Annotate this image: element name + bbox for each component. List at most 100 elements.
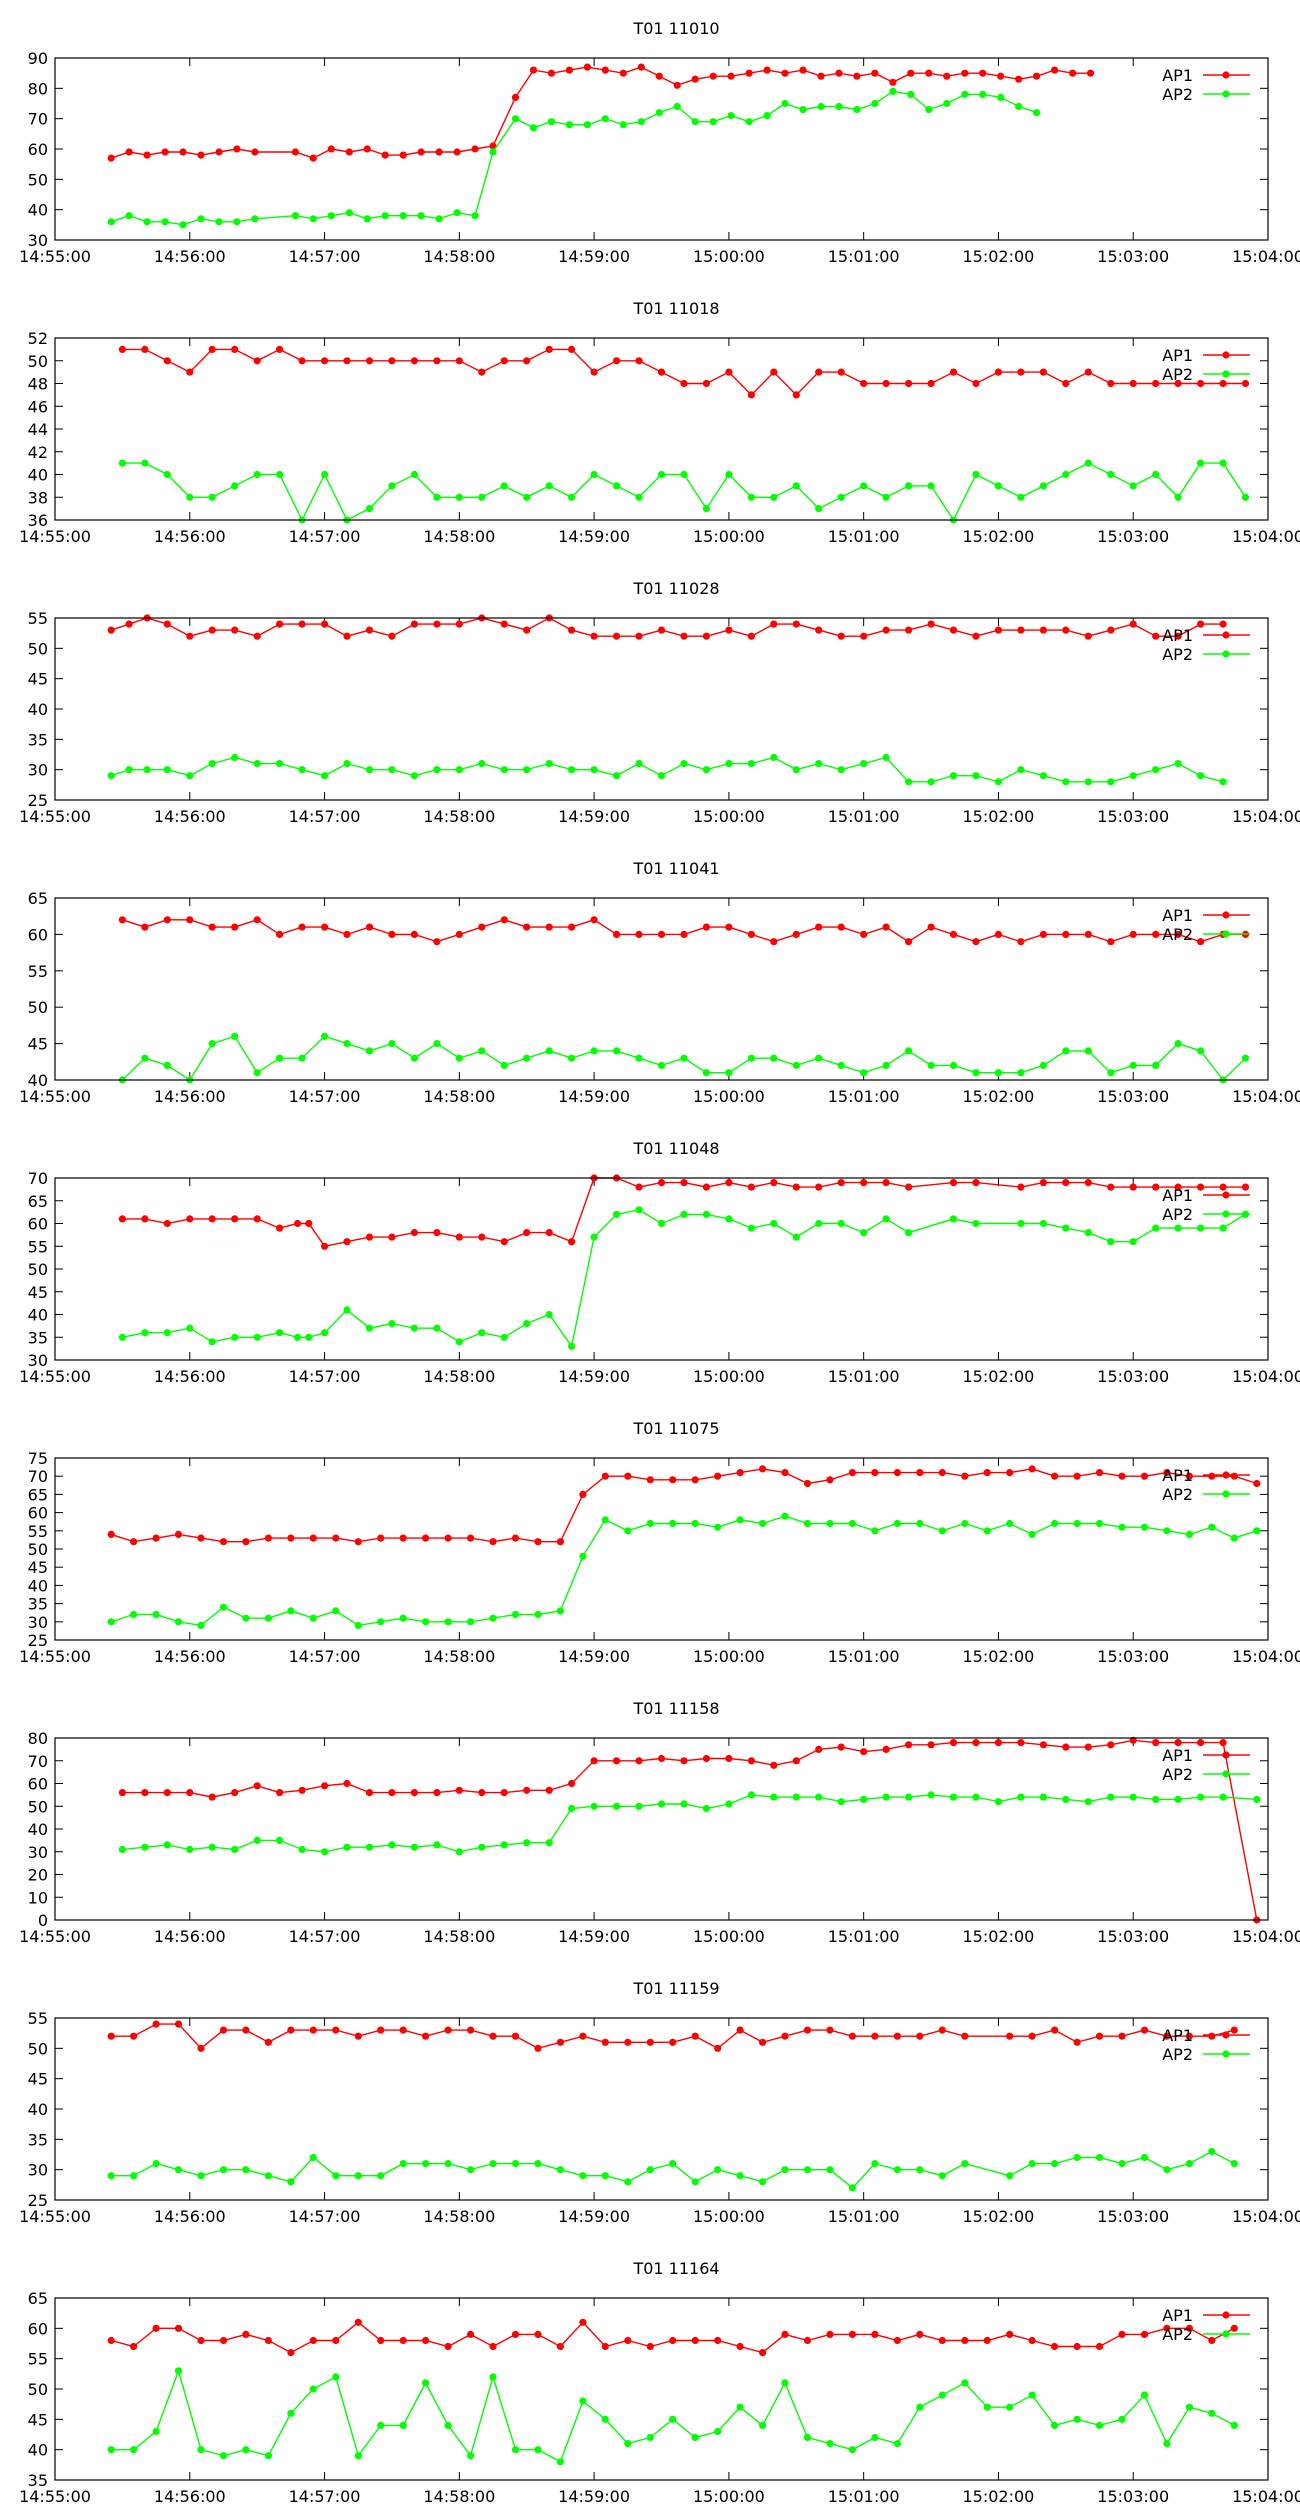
data-point-ap1 bbox=[1152, 1739, 1160, 1747]
data-point-ap2 bbox=[792, 766, 800, 774]
data-point-ap2 bbox=[1197, 772, 1205, 780]
y-tick-label: 36 bbox=[28, 511, 48, 530]
data-point-ap1 bbox=[961, 1472, 969, 1480]
x-tick-label: 15:03:00 bbox=[1097, 2207, 1169, 2226]
data-point-ap1 bbox=[1129, 620, 1137, 628]
data-point-ap2 bbox=[709, 118, 717, 126]
data-point-ap1 bbox=[435, 148, 443, 156]
data-point-ap1 bbox=[298, 1786, 306, 1794]
legend-label-ap1: AP1 bbox=[1162, 1466, 1193, 1485]
data-point-ap2 bbox=[219, 2166, 228, 2174]
data-point-ap2 bbox=[534, 1610, 542, 1619]
x-tick-label: 14:55:00 bbox=[19, 527, 91, 546]
y-tick-label: 60 bbox=[28, 925, 48, 944]
data-point-ap1 bbox=[1219, 379, 1227, 388]
data-point-ap2 bbox=[655, 109, 663, 117]
data-point-ap2 bbox=[1152, 470, 1160, 479]
y-tick-label: 65 bbox=[28, 1192, 48, 1211]
data-point-ap1 bbox=[130, 2032, 138, 2040]
data-point-ap1 bbox=[635, 357, 643, 365]
data-point-ap1 bbox=[747, 391, 756, 399]
data-point-ap1 bbox=[363, 145, 371, 153]
series-line-ap2 bbox=[110, 1515, 1258, 1627]
data-point-ap2 bbox=[107, 772, 115, 780]
data-point-ap2 bbox=[1174, 1795, 1182, 1803]
x-tick-label: 15:04:00 bbox=[1232, 1927, 1300, 1946]
x-tick-label: 14:57:00 bbox=[289, 527, 361, 546]
data-point-ap2 bbox=[781, 1512, 789, 1520]
data-point-ap2 bbox=[860, 1229, 868, 1237]
x-tick-label: 15:03:00 bbox=[1097, 1087, 1169, 1106]
legend-label-ap2: AP2 bbox=[1162, 2325, 1193, 2344]
data-point-ap1 bbox=[1017, 938, 1025, 946]
data-point-ap1 bbox=[624, 2336, 632, 2345]
data-point-ap1 bbox=[118, 1215, 126, 1223]
data-point-ap2 bbox=[871, 1527, 879, 1535]
data-point-ap1 bbox=[163, 1789, 171, 1797]
y-tick-label: 10 bbox=[28, 1888, 48, 1907]
data-point-ap2 bbox=[792, 482, 800, 490]
chart-panel-6: T01 11158 0 10 20 30 40 50 60 70 80 14:55:00 14:56:… bbox=[19, 1699, 1300, 1946]
data-point-ap2 bbox=[815, 1054, 823, 1062]
data-point-ap2 bbox=[152, 2427, 160, 2436]
data-point-ap2 bbox=[388, 1841, 396, 1849]
data-point-ap2 bbox=[1084, 459, 1092, 467]
data-point-ap1 bbox=[994, 368, 1003, 376]
x-tick-label: 15:00:00 bbox=[693, 527, 765, 546]
data-point-ap1 bbox=[455, 930, 463, 938]
data-point-ap2 bbox=[343, 1843, 351, 1851]
data-point-ap1 bbox=[343, 930, 351, 938]
y-tick-label: 0 bbox=[38, 1911, 48, 1930]
data-point-ap1 bbox=[613, 930, 621, 938]
x-tick-label: 15:02:00 bbox=[963, 1367, 1035, 1386]
data-point-ap1 bbox=[287, 1534, 295, 1542]
data-point-ap2 bbox=[747, 1054, 756, 1062]
x-tick-label: 14:58:00 bbox=[423, 807, 495, 826]
data-point-ap2 bbox=[467, 2452, 475, 2460]
data-point-ap1 bbox=[759, 2038, 767, 2046]
y-tick-label: 75 bbox=[28, 1449, 48, 1468]
data-point-ap2 bbox=[523, 766, 531, 774]
data-point-ap1 bbox=[1185, 1472, 1193, 1480]
data-point-ap2 bbox=[702, 505, 711, 513]
data-point-ap1 bbox=[781, 2032, 789, 2040]
data-point-ap1 bbox=[763, 66, 771, 74]
data-point-ap2 bbox=[500, 1061, 508, 1069]
data-point-ap2 bbox=[444, 2160, 452, 2168]
data-point-ap2 bbox=[523, 493, 531, 501]
data-point-ap1 bbox=[1033, 72, 1041, 80]
data-point-ap2 bbox=[747, 493, 756, 501]
x-tick-label: 14:57:00 bbox=[289, 1367, 361, 1386]
data-point-ap1 bbox=[489, 2032, 497, 2040]
data-point-ap2 bbox=[590, 1047, 598, 1055]
data-point-ap1 bbox=[276, 930, 284, 938]
data-point-ap2 bbox=[613, 1210, 621, 1218]
data-point-ap1 bbox=[871, 2032, 879, 2040]
data-point-ap1 bbox=[837, 1743, 845, 1751]
data-point-ap2 bbox=[916, 1519, 924, 1528]
data-point-ap1 bbox=[1039, 930, 1047, 938]
x-tick-label: 15:03:00 bbox=[1097, 807, 1169, 826]
data-point-ap2 bbox=[242, 2166, 250, 2174]
data-point-ap2 bbox=[163, 1329, 171, 1337]
legend-marker-ap2 bbox=[1222, 1490, 1230, 1498]
y-tick-label: 55 bbox=[28, 609, 48, 628]
data-point-ap1 bbox=[467, 1534, 475, 1542]
data-point-ap1 bbox=[673, 81, 681, 89]
data-point-ap2 bbox=[118, 459, 126, 467]
data-point-ap1 bbox=[770, 368, 778, 376]
data-point-ap2 bbox=[1017, 1219, 1025, 1228]
data-point-ap1 bbox=[253, 632, 261, 640]
y-tick-label: 55 bbox=[28, 1522, 48, 1541]
data-point-ap1 bbox=[905, 1183, 913, 1191]
x-tick-label: 15:01:00 bbox=[828, 527, 900, 546]
data-point-ap2 bbox=[422, 1618, 430, 1626]
data-point-ap1 bbox=[354, 2032, 362, 2040]
data-point-ap1 bbox=[455, 1786, 463, 1794]
data-point-ap1 bbox=[1017, 1183, 1025, 1191]
data-point-ap1 bbox=[523, 357, 531, 365]
data-point-ap2 bbox=[125, 766, 133, 774]
data-point-ap1 bbox=[478, 923, 486, 931]
x-tick-label: 15:02:00 bbox=[963, 2487, 1035, 2506]
x-tick-label: 15:04:00 bbox=[1232, 1087, 1300, 1106]
